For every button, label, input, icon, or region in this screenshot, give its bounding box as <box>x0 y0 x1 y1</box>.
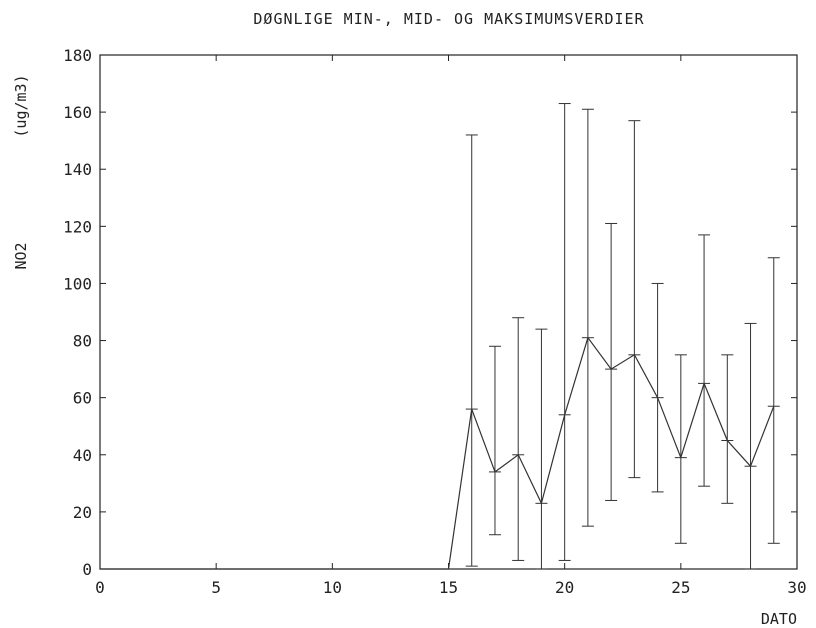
y-axis-label: NO2 <box>12 242 30 269</box>
error-bar <box>605 222 618 501</box>
error-bar <box>628 120 641 479</box>
x-tick-label: 20 <box>555 578 574 597</box>
x-axis-label: DATO <box>761 610 797 628</box>
x-tick-label: 15 <box>439 578 458 597</box>
error-bar <box>721 354 734 504</box>
series-line-mean <box>100 336 775 570</box>
x-tick-label: 5 <box>211 578 221 597</box>
y-tick-label: 60 <box>73 389 92 408</box>
chart-title: DØGNLIGE MIN-, MID- OG MAKSIMUMSVERDIER <box>253 10 644 28</box>
error-bars <box>465 103 780 570</box>
y-tick-label: 40 <box>73 446 92 465</box>
error-bar <box>465 134 478 567</box>
error-bar <box>512 317 525 561</box>
y-axis-unit: (ug/m3) <box>12 74 30 137</box>
y-tick-label: 0 <box>82 560 92 579</box>
y-tick-label: 20 <box>73 503 92 522</box>
y-tick-label: 120 <box>63 217 92 236</box>
error-bar <box>767 257 780 544</box>
error-bar <box>535 328 548 570</box>
x-axis: 0 5 10 15 20 25 30 <box>95 55 807 597</box>
error-bar <box>651 282 664 493</box>
plot-frame <box>99 54 798 570</box>
error-bar <box>558 103 571 561</box>
x-tick-label: 25 <box>671 578 690 597</box>
y-tick-label: 100 <box>63 274 92 293</box>
error-bar <box>581 108 594 527</box>
y-tick-label: 140 <box>63 160 92 179</box>
error-bar <box>674 354 687 544</box>
x-tick-label: 0 <box>95 578 105 597</box>
y-axis: 0 20 40 60 80 100 120 140 160 180 <box>63 46 797 579</box>
y-tick-label: 160 <box>63 103 92 122</box>
x-tick-label: 10 <box>323 578 342 597</box>
x-tick-label: 30 <box>787 578 806 597</box>
y-tick-label: 80 <box>73 332 92 351</box>
error-bar <box>698 234 711 487</box>
error-bar <box>488 345 501 536</box>
y-tick-label: 180 <box>63 46 92 65</box>
error-bar <box>744 322 757 570</box>
